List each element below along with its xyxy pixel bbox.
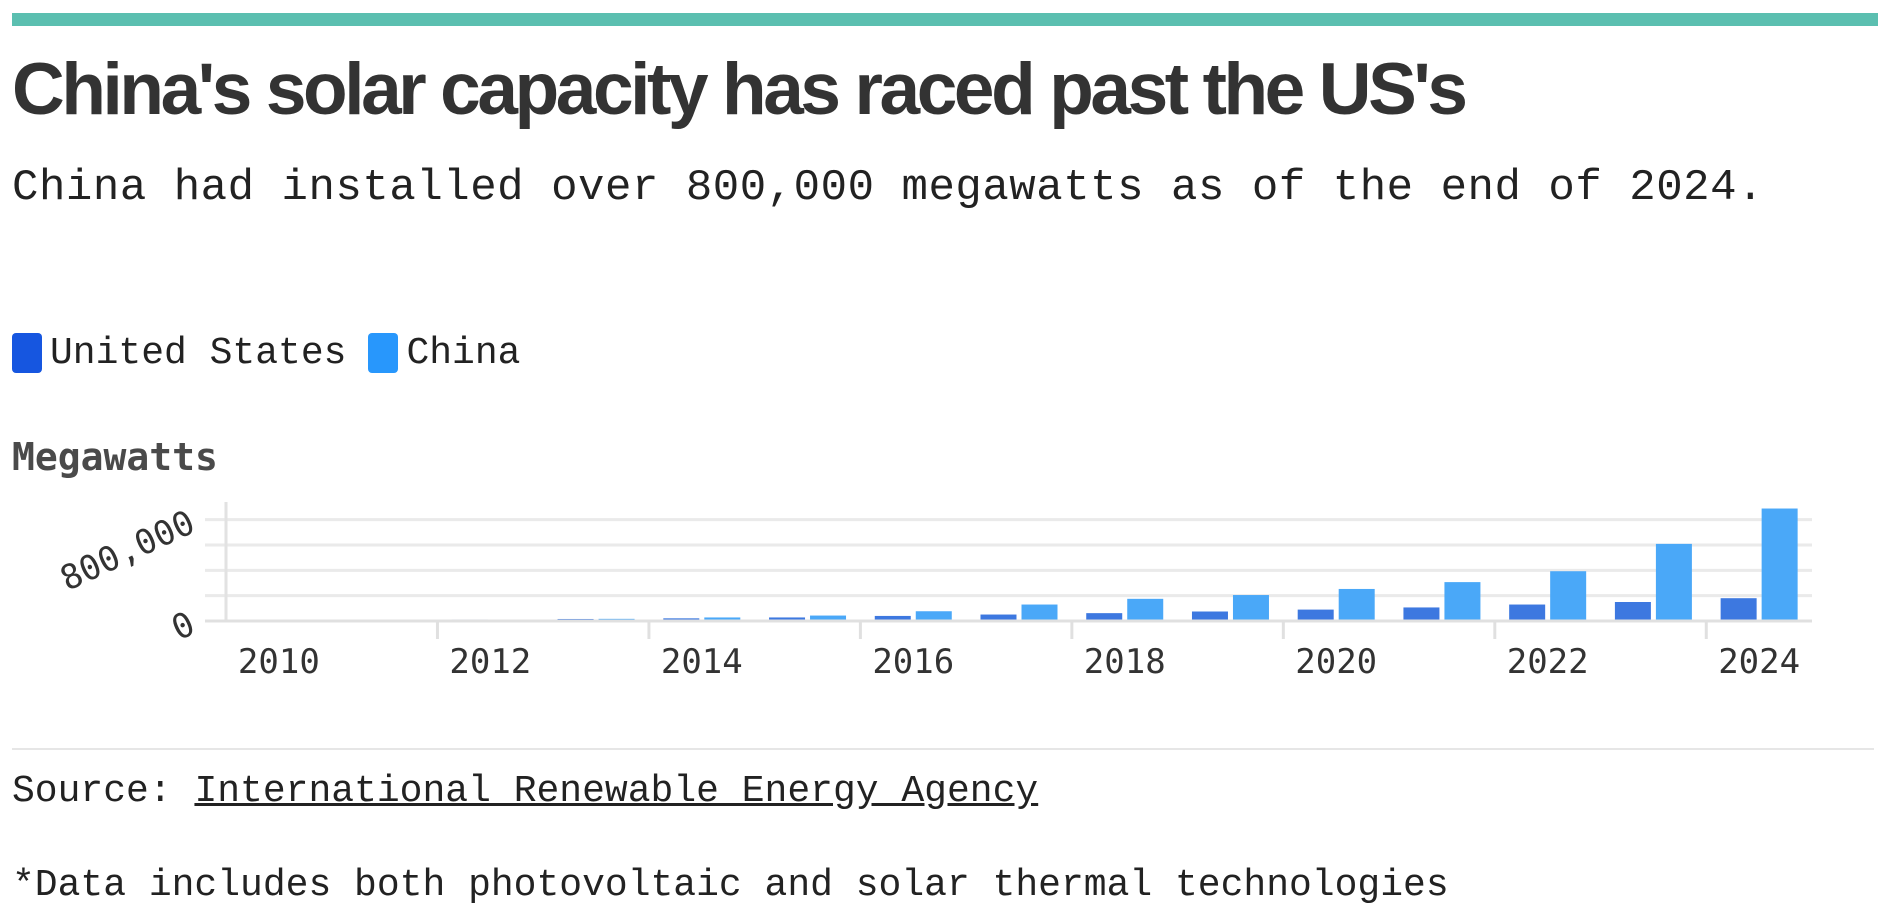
x-tick-label-2022: 2022 — [1507, 642, 1589, 682]
bar-united-states-2022 — [1509, 604, 1546, 621]
bar-united-states-2024 — [1720, 598, 1757, 621]
bar-united-states-2018 — [1086, 613, 1123, 621]
bar-united-states-2020 — [1297, 609, 1334, 621]
bar-china-2023 — [1655, 543, 1692, 621]
x-tick-label-2010: 2010 — [238, 642, 320, 682]
chart-subtitle: China had installed over 800,000 megawat… — [12, 163, 1765, 213]
legend-item-united-states: United States — [12, 332, 346, 375]
legend-swatch-china — [368, 333, 399, 373]
y-axis-title: Megawatts — [12, 435, 218, 479]
footnote: *Data includes both photovoltaic and sol… — [12, 864, 1449, 907]
x-tick-label-2016: 2016 — [872, 642, 954, 682]
source-link[interactable]: International Renewable Energy Agency — [194, 770, 1039, 813]
legend-item-china: China — [368, 332, 520, 375]
chart-legend: United States China — [12, 332, 542, 375]
x-tick-label-2020: 2020 — [1295, 642, 1377, 682]
axes — [205, 502, 1812, 639]
bar-china-2018 — [1127, 598, 1164, 621]
bar-china-2021 — [1444, 582, 1481, 621]
bar-united-states-2021 — [1403, 607, 1440, 621]
divider — [12, 748, 1874, 750]
bar-united-states-2017 — [980, 614, 1017, 621]
y-tick-label-0: 0 — [166, 604, 201, 649]
bar-china-2015 — [810, 615, 847, 621]
source-line: Source: International Renewable Energy A… — [12, 768, 1038, 816]
bar-china-2017 — [1021, 604, 1058, 621]
bars — [240, 508, 1798, 621]
x-tick-label-2024: 2024 — [1718, 642, 1800, 682]
y-tick-label-800000: 800,000 — [54, 503, 201, 600]
legend-label-united-states: United States — [50, 331, 347, 375]
legend-label-china: China — [406, 331, 521, 375]
legend-swatch-united-states — [12, 333, 42, 373]
x-tick-label-2018: 2018 — [1084, 642, 1166, 682]
x-tick-label-2014: 2014 — [661, 642, 743, 682]
bar-china-2016 — [915, 611, 952, 621]
chart-title: China's solar capacity has raced past th… — [12, 49, 1468, 130]
bar-china-2014 — [704, 617, 741, 621]
bar-united-states-2023 — [1614, 602, 1651, 621]
x-tick-label-2012: 2012 — [449, 642, 531, 682]
bar-united-states-2016 — [874, 615, 911, 621]
header-accent-bar — [12, 13, 1878, 26]
bar-united-states-2015 — [769, 617, 806, 621]
source-prefix: Source: — [12, 770, 195, 813]
bar-china-2022 — [1550, 571, 1587, 621]
bar-china-2020 — [1338, 588, 1375, 621]
bar-united-states-2019 — [1191, 611, 1228, 621]
bar-china-2019 — [1232, 595, 1269, 621]
bar-china-2024 — [1761, 508, 1798, 621]
